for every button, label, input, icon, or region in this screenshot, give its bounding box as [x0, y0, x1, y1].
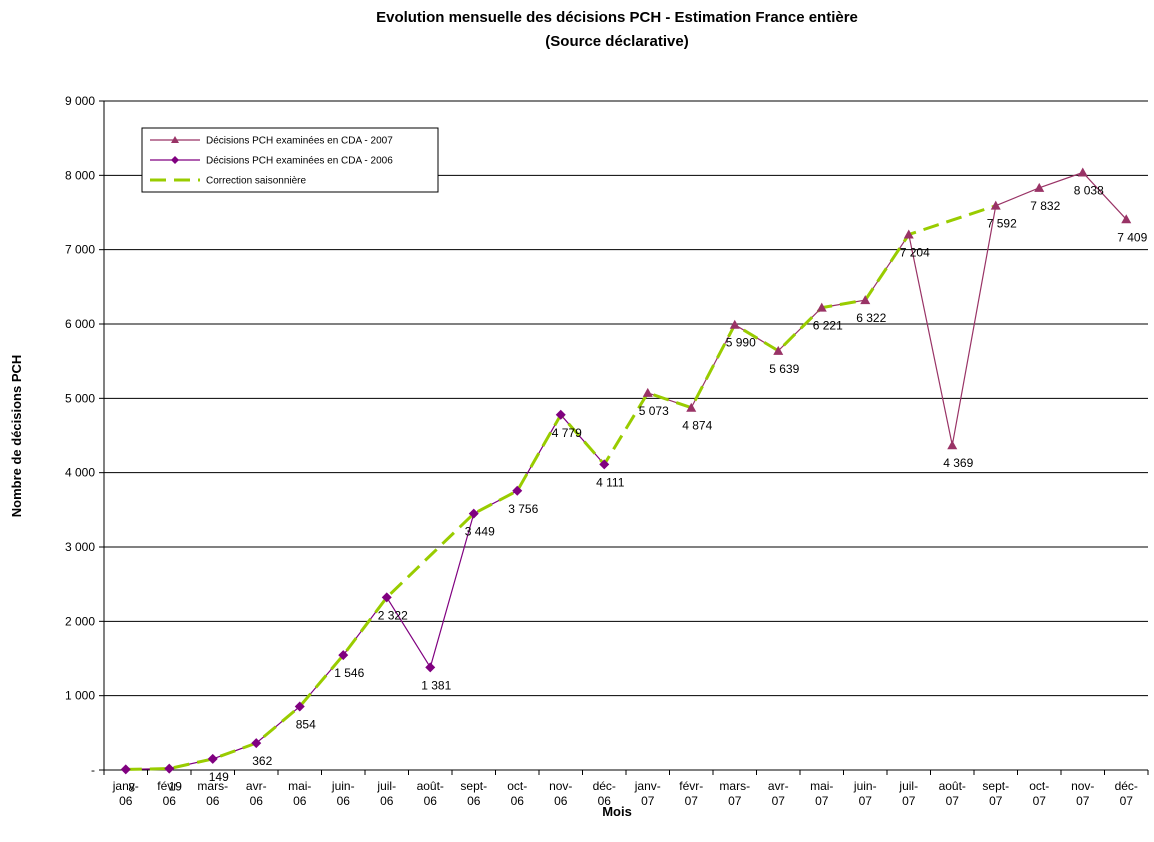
point-marker — [642, 387, 653, 397]
data-label: 4 874 — [682, 419, 712, 433]
x-tick-label: mai-07 — [810, 779, 833, 808]
x-tick-label: juin-07 — [853, 779, 877, 808]
data-label: 2 322 — [378, 608, 408, 622]
data-label: 6 322 — [856, 311, 886, 325]
y-tick-label: - — [91, 763, 95, 777]
series-line — [125, 413, 605, 770]
data-label: 3 449 — [465, 525, 495, 539]
x-tick-label: oct-06 — [507, 779, 527, 808]
x-tick-label: avr-06 — [246, 779, 267, 808]
point-marker — [120, 764, 131, 775]
point-marker — [1034, 182, 1045, 192]
data-label: 8 — [128, 780, 135, 794]
y-tick-label: 9 000 — [65, 94, 95, 108]
data-label: 5 990 — [726, 336, 756, 350]
point-marker — [468, 508, 479, 519]
legend-label: Correction saisonnière — [206, 176, 306, 187]
point-marker — [729, 319, 740, 329]
data-label: 362 — [252, 754, 272, 768]
point-marker — [555, 409, 566, 420]
x-tick-label: nov-06 — [549, 779, 572, 808]
y-tick-label: 4 000 — [65, 466, 95, 480]
y-tick-label: 1 000 — [65, 689, 95, 703]
point-marker — [338, 650, 349, 661]
data-label: 4 779 — [552, 426, 582, 440]
x-tick-label: janv-07 — [634, 779, 661, 808]
point-marker — [164, 763, 175, 774]
data-label: 7 204 — [900, 246, 930, 260]
y-tick-label: 5 000 — [65, 391, 95, 405]
chart-subtitle: (Source déclarative) — [545, 33, 688, 50]
chart-title: Evolution mensuelle des décisions PCH - … — [376, 9, 858, 26]
x-tick-label: avr-07 — [768, 779, 789, 808]
x-tick-label: sept-07 — [982, 779, 1009, 808]
legend-label: Décisions PCH examinées en CDA - 2007 — [206, 136, 393, 147]
point-marker — [251, 738, 262, 749]
point-marker — [990, 200, 1001, 210]
legend-marker — [171, 136, 179, 143]
y-tick-label: 3 000 — [65, 540, 95, 554]
x-tick-label: nov-07 — [1071, 779, 1094, 808]
data-label: 7 592 — [987, 217, 1017, 231]
y-tick-label: 8 000 — [65, 168, 95, 182]
x-tick-label: mars-07 — [719, 779, 750, 808]
x-tick-label: août-07 — [939, 779, 966, 808]
point-marker — [512, 485, 523, 496]
legend-label: Décisions PCH examinées en CDA - 2006 — [206, 156, 393, 167]
point-marker — [947, 440, 958, 450]
data-label: 7 832 — [1030, 199, 1060, 213]
data-label: 6 221 — [813, 319, 843, 333]
data-label: 8 038 — [1074, 184, 1104, 198]
x-tick-label: déc-07 — [1115, 779, 1138, 808]
point-marker — [1077, 167, 1088, 177]
x-tick-label: déc-06 — [593, 779, 616, 808]
x-tick-label: sept-06 — [460, 779, 487, 808]
point-marker — [425, 662, 436, 673]
y-axis-label: Nombre de décisions PCH — [9, 355, 24, 518]
x-axis-label: Mois — [602, 804, 632, 819]
data-label: 1 381 — [421, 678, 451, 692]
data-label: 1 546 — [334, 666, 364, 680]
series-line — [125, 204, 997, 771]
data-label: 4 369 — [943, 456, 973, 470]
y-tick-label: 2 000 — [65, 614, 95, 628]
point-marker — [207, 753, 218, 764]
x-tick-label: mai-06 — [288, 779, 311, 808]
y-tick-label: 7 000 — [65, 243, 95, 257]
legend-marker — [171, 156, 179, 164]
point-marker — [381, 592, 392, 603]
x-tick-label: janv-06 — [112, 779, 139, 808]
point-marker — [294, 701, 305, 712]
point-marker — [599, 459, 610, 470]
data-label: 7 409 — [1117, 230, 1147, 244]
y-tick-label: 6 000 — [65, 317, 95, 331]
point-marker — [1121, 214, 1132, 224]
data-label: 854 — [296, 718, 316, 732]
data-label: 4 111 — [596, 475, 625, 489]
point-marker — [816, 302, 827, 312]
x-tick-label: juin-06 — [331, 779, 355, 808]
data-label: 3 756 — [508, 502, 538, 516]
point-marker — [686, 402, 697, 412]
x-tick-label: mars-06 — [197, 779, 228, 808]
point-marker — [860, 295, 871, 305]
x-tick-label: oct-07 — [1029, 779, 1049, 808]
point-marker — [903, 229, 914, 239]
data-label: 5 639 — [769, 362, 799, 376]
x-tick-label: févr-06 — [157, 779, 181, 808]
x-tick-label: févr-07 — [679, 779, 703, 808]
data-label: 19 — [169, 780, 183, 794]
x-tick-label: août-06 — [417, 779, 444, 808]
series-line — [647, 171, 1127, 446]
x-tick-label: juil-06 — [376, 779, 396, 808]
point-marker — [773, 345, 784, 355]
data-label: 5 073 — [639, 404, 669, 418]
data-label: 149 — [209, 770, 229, 784]
x-tick-label: juil-07 — [898, 779, 918, 808]
